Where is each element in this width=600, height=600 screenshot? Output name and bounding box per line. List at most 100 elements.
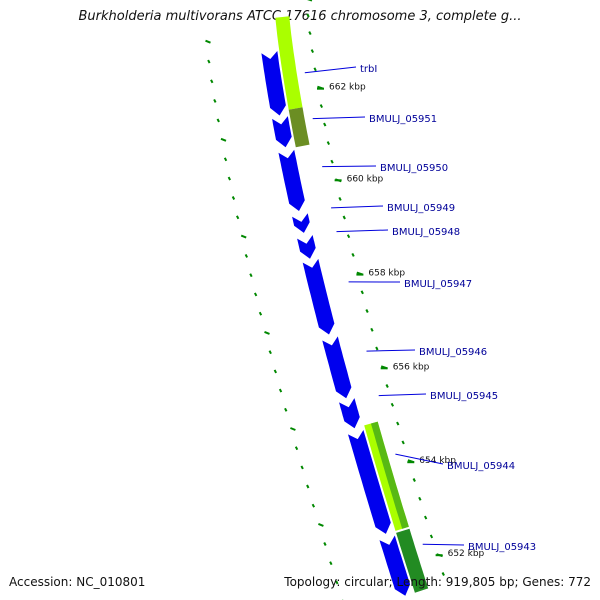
- outer-tick-ring: [205, 39, 344, 600]
- accession-text: Accession: NC_010801: [9, 575, 146, 589]
- inner-tick-mark: [360, 290, 364, 295]
- outer-tick-mark: [329, 561, 333, 566]
- gene-label: BMULJ_05948: [392, 227, 460, 238]
- gene-label: BMULJ_05945: [430, 391, 498, 402]
- gene-leader-line: [322, 165, 377, 168]
- outer-tick-mark: [273, 369, 277, 374]
- gene-leader-line: [336, 229, 389, 233]
- inner-tick-mark: [313, 67, 317, 72]
- inner-tick-mark: [385, 384, 389, 388]
- inner-tick-mark: [326, 141, 330, 146]
- outer-tick-mark: [240, 234, 247, 239]
- gene-label: trbI: [360, 64, 377, 75]
- inner-tick-mark: [390, 402, 394, 407]
- cds-arrow: [322, 336, 352, 399]
- outer-tick-mark: [227, 176, 231, 181]
- outer-tick-mark: [258, 311, 263, 316]
- gene-leader-line: [378, 393, 427, 397]
- outer-tick-mark: [213, 98, 217, 103]
- cds-arrow: [297, 235, 316, 259]
- green-feature-block: [288, 107, 310, 148]
- cds-arrow: [348, 430, 391, 534]
- outer-tick-mark: [306, 484, 310, 489]
- gene-leader-line: [312, 116, 366, 120]
- outer-tick-mark: [236, 215, 240, 220]
- inner-tick-mark: [346, 234, 351, 239]
- tick-label-group: 662 kbp 660 kbp 658 kbp 656 kbp 654 kbp 652 k…: [317, 83, 485, 559]
- inner-tick-mark: [342, 215, 346, 220]
- outer-tick-mark: [207, 59, 211, 64]
- topology-summary: Topology: circular; Length: 919,805 bp; …: [284, 575, 591, 589]
- green-feature-block: [396, 528, 429, 593]
- green-feature-track: [275, 16, 429, 593]
- outer-tick-mark: [244, 253, 248, 258]
- tick-label: 652 kbp: [448, 549, 485, 559]
- inner-tick-mark: [412, 478, 416, 482]
- green-feature-stripe: [370, 421, 409, 529]
- gene-label: BMULJ_05946: [419, 347, 487, 358]
- outer-tick-mark: [290, 427, 296, 431]
- gene-leader-line: [395, 453, 444, 465]
- inner-tick-mark: [401, 440, 405, 445]
- outer-tick-mark: [220, 137, 227, 142]
- cds-arrow: [292, 213, 310, 233]
- tick-label: 662 kbp: [329, 83, 366, 93]
- inner-tick-mark: [424, 515, 428, 520]
- inner-tick-mark: [396, 421, 400, 426]
- outer-tick-mark: [264, 330, 270, 335]
- gene-leader-line: [304, 66, 357, 74]
- tick-label: 654 kbp: [419, 456, 456, 466]
- outer-tick-mark: [268, 350, 272, 355]
- gene-label-group: trbI BMULJ_05951 BMULJ_05950 BMULJ_05949 BMU…: [304, 64, 536, 553]
- tick-label: 660 kbp: [347, 174, 384, 184]
- cds-arrow: [272, 116, 292, 148]
- inner-tick-mark: [330, 159, 334, 164]
- outer-tick-mark: [323, 542, 327, 546]
- tick-label: 658 kbp: [368, 269, 405, 279]
- outer-tick-mark: [278, 388, 283, 393]
- outer-tick-mark: [216, 118, 220, 123]
- map-title: Burkholderia multivorans ATCC 17616 chro…: [78, 9, 522, 24]
- outer-tick-mark: [205, 39, 211, 44]
- inner-tick-mark: [365, 309, 369, 313]
- outer-tick-mark: [210, 79, 214, 84]
- gene-label: BMULJ_05943: [468, 542, 536, 553]
- inner-tick-mark: [323, 122, 327, 127]
- inner-tick-mark: [429, 534, 434, 539]
- green-feature-block: [275, 16, 303, 110]
- gene-label: BMULJ_05950: [380, 163, 448, 174]
- inner-tick-mark: [338, 196, 342, 201]
- inner-tick-mark: [351, 252, 355, 257]
- inner-tick-mark: [370, 327, 374, 332]
- gene-label: BMULJ_05947: [404, 279, 472, 290]
- gene-leader-line: [366, 349, 416, 352]
- gene-label: BMULJ_05944: [447, 461, 515, 472]
- tick-label: 656 kbp: [393, 362, 430, 372]
- outer-tick-mark: [254, 292, 258, 297]
- outer-tick-mark: [223, 157, 228, 162]
- outer-tick-mark: [335, 580, 339, 585]
- inner-tick-mark: [308, 31, 312, 36]
- inner-tick-mark: [306, 13, 310, 18]
- outer-tick-mark: [294, 446, 299, 451]
- inner-tick-mark: [319, 104, 323, 109]
- outer-tick-mark: [284, 407, 288, 412]
- cds-arrow: [278, 149, 305, 211]
- outer-tick-mark: [311, 503, 315, 508]
- outer-tick-mark: [249, 273, 253, 278]
- inner-tick-mark: [441, 572, 445, 576]
- cds-arrow: [339, 398, 360, 429]
- cds-arrow: [379, 535, 411, 596]
- inner-tick-mark: [307, 0, 313, 2]
- inner-tick-mark: [375, 346, 379, 351]
- cds-arrow: [261, 51, 286, 116]
- cds-arrow: [302, 258, 335, 335]
- gene-label: BMULJ_05949: [387, 203, 455, 214]
- gene-label: BMULJ_05951: [369, 114, 437, 125]
- inner-tick-mark: [418, 496, 422, 501]
- gene-leader-line: [422, 543, 465, 546]
- outer-tick-mark: [231, 196, 236, 200]
- cds-track: [261, 51, 411, 596]
- inner-tick-mark: [310, 49, 314, 54]
